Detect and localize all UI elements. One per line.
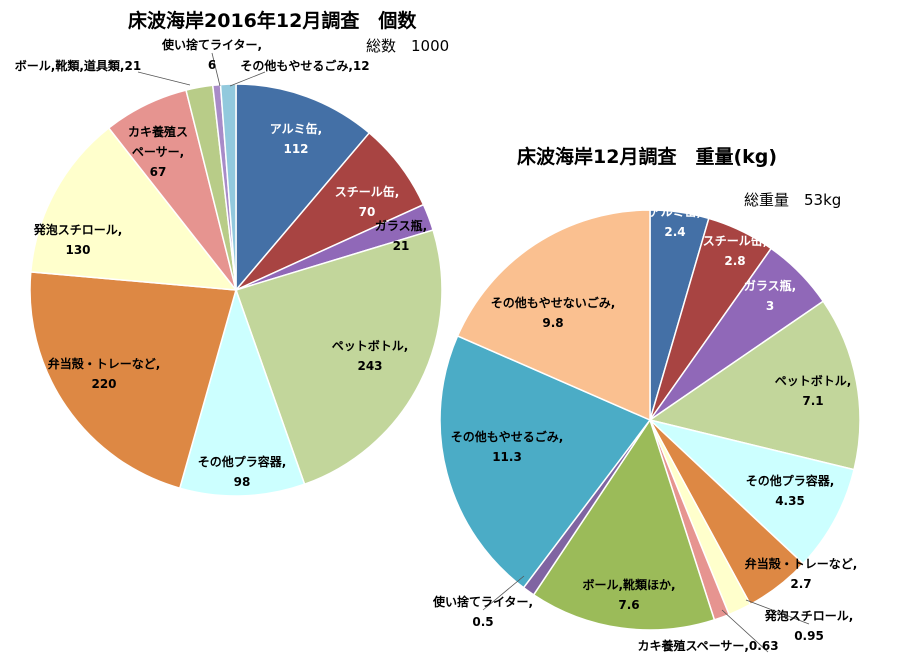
pie1-label-4: ペットボトル, 243	[332, 338, 409, 373]
pie2-label-5: その他プラ容器, 4.35	[746, 473, 835, 508]
pie2-label-9: ボール,靴類ほか, 7.6	[582, 577, 675, 612]
pie1-label-9: ボール,靴類,道具類,21	[15, 58, 141, 73]
pie2-slice-9	[532, 418, 716, 631]
chart1-subtitle: 総数 1000	[366, 37, 449, 55]
pie2-label-2: スチール缶, 2.8	[703, 233, 768, 268]
pie2-leader-7	[745, 599, 810, 625]
pie1-slice-1	[235, 83, 371, 293]
pie1-label-2: スチール缶, 70	[335, 184, 400, 219]
chart2-subtitle: 総重量 53kg	[744, 191, 841, 209]
pie2-label-11: その他もやせるごみ, 11.3	[451, 429, 564, 464]
chart2-title: 床波海岸12月調査 重量(kg)	[517, 145, 777, 168]
pie2-label-1: アルミ缶, 2.4	[649, 204, 701, 239]
pie2-slice-5	[647, 418, 855, 565]
pie2-slice-11	[439, 334, 652, 589]
pie2-slice-4	[648, 300, 861, 471]
pie2-leader-10	[482, 575, 525, 611]
pie2-label-3: ガラス瓶, 3	[744, 278, 796, 313]
pie2-label-4: ペットボトル, 7.1	[775, 373, 852, 408]
pie2-label-7: 発泡スチロール, 0.95	[764, 608, 854, 643]
pie2-label-10: 使い捨てライター, 0.5	[432, 594, 533, 629]
pie1-slice-7	[29, 126, 238, 291]
pie1-label-8: カキ養殖スペーサー, 67	[128, 124, 188, 179]
pie1-slice-6	[29, 271, 237, 490]
pie1-label-6: 弁当殻・トレーなど, 220	[48, 356, 161, 391]
chart1-title: 床波海岸2016年12月調査 個数	[128, 9, 417, 32]
pie1-leader-10	[211, 52, 221, 87]
pie1-slice-4	[235, 229, 443, 486]
pie2-slice-12	[456, 209, 651, 422]
pie2-leader-8	[721, 609, 769, 653]
pie2-label-8: カキ養殖スペーサー,0.63	[637, 638, 778, 653]
pie1-leader-11	[229, 71, 266, 87]
pie2-label-6: 弁当殻・トレーなど, 2.7	[745, 556, 858, 591]
pie2-label-12: その他もやせないごみ, 9.8	[491, 295, 616, 330]
pie1-label-1: アルミ缶, 112	[270, 121, 322, 156]
pie1-label-7: 発泡スチロール, 130	[33, 222, 123, 257]
pie1-label-3: ガラス瓶, 21	[375, 218, 427, 253]
pie1-label-11: その他もやせるごみ,12	[240, 58, 369, 73]
pie1-slice-5	[178, 287, 306, 497]
pie1-label-10: 使い捨てライター, 6	[161, 37, 262, 72]
pie1-label-5: その他プラ容器, 98	[198, 454, 287, 489]
pie1-leader-9	[137, 71, 191, 86]
